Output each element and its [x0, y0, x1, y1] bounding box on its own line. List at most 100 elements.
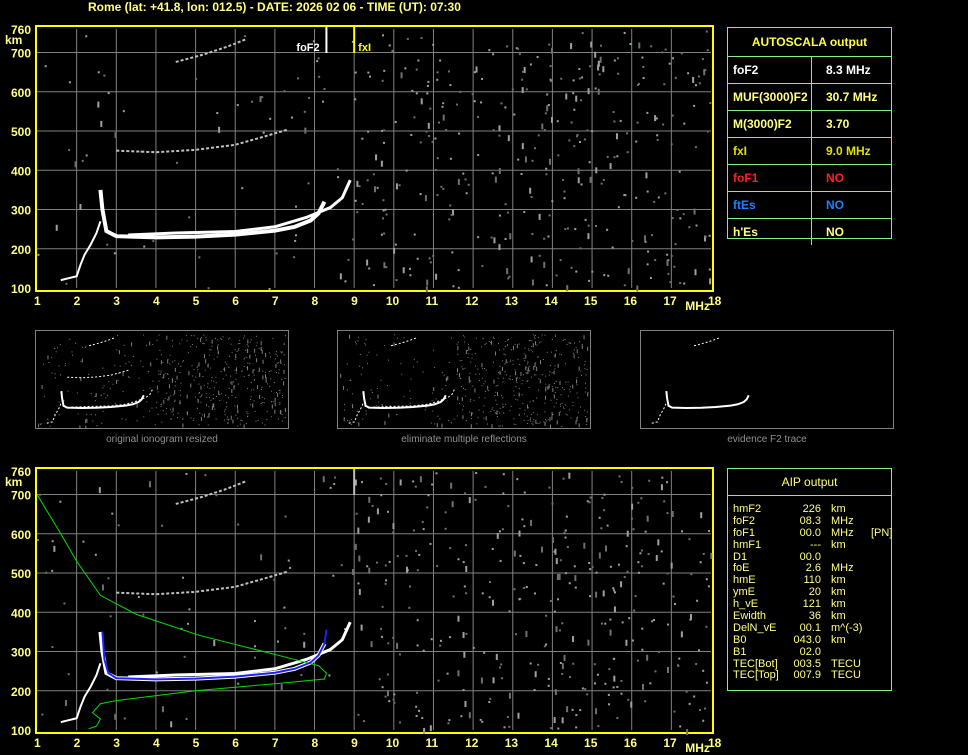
aip-value: 121: [802, 598, 821, 611]
noise-point: [541, 334, 543, 336]
noise-point: [522, 379, 524, 381]
noise-point: [149, 387, 151, 389]
noise-point: [551, 385, 553, 387]
noise-point: [162, 409, 164, 411]
noise-point: [187, 352, 189, 354]
noise-point: [461, 368, 463, 370]
noise-point: [205, 359, 207, 364]
aip-param: foF1: [733, 526, 756, 539]
noise-point: [336, 168, 339, 171]
noise-point: [408, 585, 411, 588]
noise-point: [269, 352, 271, 354]
noise-point: [702, 552, 705, 555]
noise-point: [208, 397, 210, 399]
noise-point: [701, 58, 704, 61]
noise-point: [366, 565, 369, 568]
noise-point: [503, 406, 505, 408]
noise-point: [548, 387, 550, 389]
x-tick-label: 3: [113, 736, 120, 750]
noise-point: [416, 691, 419, 694]
aip-output-list: hmF2 226 km foF2 08.3 MHz foF1 00.0 MHz …: [733, 503, 893, 681]
noise-point: [545, 375, 547, 377]
noise-point: [265, 374, 267, 379]
noise-point: [612, 686, 615, 689]
noise-point: [216, 356, 218, 358]
noise-point: [572, 405, 574, 407]
aip-param: D1: [733, 550, 748, 563]
x-tick-label: 1: [34, 736, 41, 750]
noise-point: [219, 400, 221, 402]
noise-point: [593, 663, 596, 666]
noise-point: [146, 344, 148, 346]
noise-point: [458, 132, 461, 135]
noise-point: [380, 494, 383, 497]
noise-point: [201, 336, 203, 338]
aip-value: 2.6: [805, 562, 821, 575]
noise-point: [609, 565, 612, 568]
noise-point: [347, 258, 350, 261]
noise-point: [258, 367, 260, 372]
y-tick-label: 400: [11, 164, 31, 178]
noise-point: [105, 397, 107, 399]
noise-point: [475, 471, 478, 474]
noise-point: [116, 349, 118, 351]
noise-point: [408, 606, 411, 609]
noise-point: [421, 717, 424, 720]
noise-point: [575, 714, 578, 717]
noise-point: [199, 396, 201, 398]
noise-point: [553, 355, 555, 357]
noise-point: [156, 358, 158, 360]
noise-point: [281, 413, 283, 415]
noise-point: [328, 674, 331, 677]
noise-point: [501, 395, 503, 397]
noise-point: [600, 182, 603, 185]
noise-point: [193, 379, 195, 381]
noise-point: [245, 423, 247, 425]
noise-point: [478, 373, 480, 375]
autoscala-row: h'Es NO: [728, 219, 891, 245]
noise-point: [385, 213, 388, 216]
noise-point: [236, 367, 238, 372]
noise-point: [270, 390, 272, 392]
noise-point: [591, 130, 594, 133]
noise-point: [179, 390, 181, 392]
noise-point: [504, 106, 507, 109]
noise-point: [412, 480, 415, 483]
noise-point: [558, 629, 561, 632]
noise-point: [109, 615, 112, 618]
noise-point: [177, 412, 179, 414]
aip-row: B1 02.0: [733, 646, 893, 658]
noise-point: [525, 354, 527, 359]
noise-point: [149, 341, 151, 346]
x-tick-label: 4: [153, 294, 160, 308]
noise-point: [472, 385, 474, 387]
noise-point: [568, 409, 570, 411]
noise-point: [672, 595, 675, 598]
noise-point: [51, 540, 54, 543]
noise-point: [457, 286, 460, 289]
noise-point: [555, 349, 557, 351]
noise-point: [670, 254, 673, 257]
thumbnail-trace: [71, 387, 154, 408]
noise-point: [548, 374, 550, 376]
noise-point: [642, 65, 645, 68]
noise-point: [590, 41, 593, 48]
noise-point: [530, 196, 533, 199]
noise-point: [416, 569, 419, 572]
noise-point: [400, 72, 403, 79]
noise-point: [628, 617, 631, 620]
noise-point: [533, 419, 535, 421]
noise-point: [621, 621, 624, 624]
noise-point: [412, 366, 414, 368]
noise-point: [533, 334, 535, 336]
noise-point: [244, 335, 246, 337]
noise-point: [260, 341, 262, 346]
noise-point: [282, 351, 284, 353]
noise-point: [538, 213, 541, 220]
noise-point: [646, 654, 649, 661]
noise-point: [687, 72, 690, 75]
noise-point: [174, 385, 176, 387]
noise-point: [626, 132, 629, 135]
noise-point: [559, 405, 561, 407]
noise-point: [198, 362, 200, 367]
